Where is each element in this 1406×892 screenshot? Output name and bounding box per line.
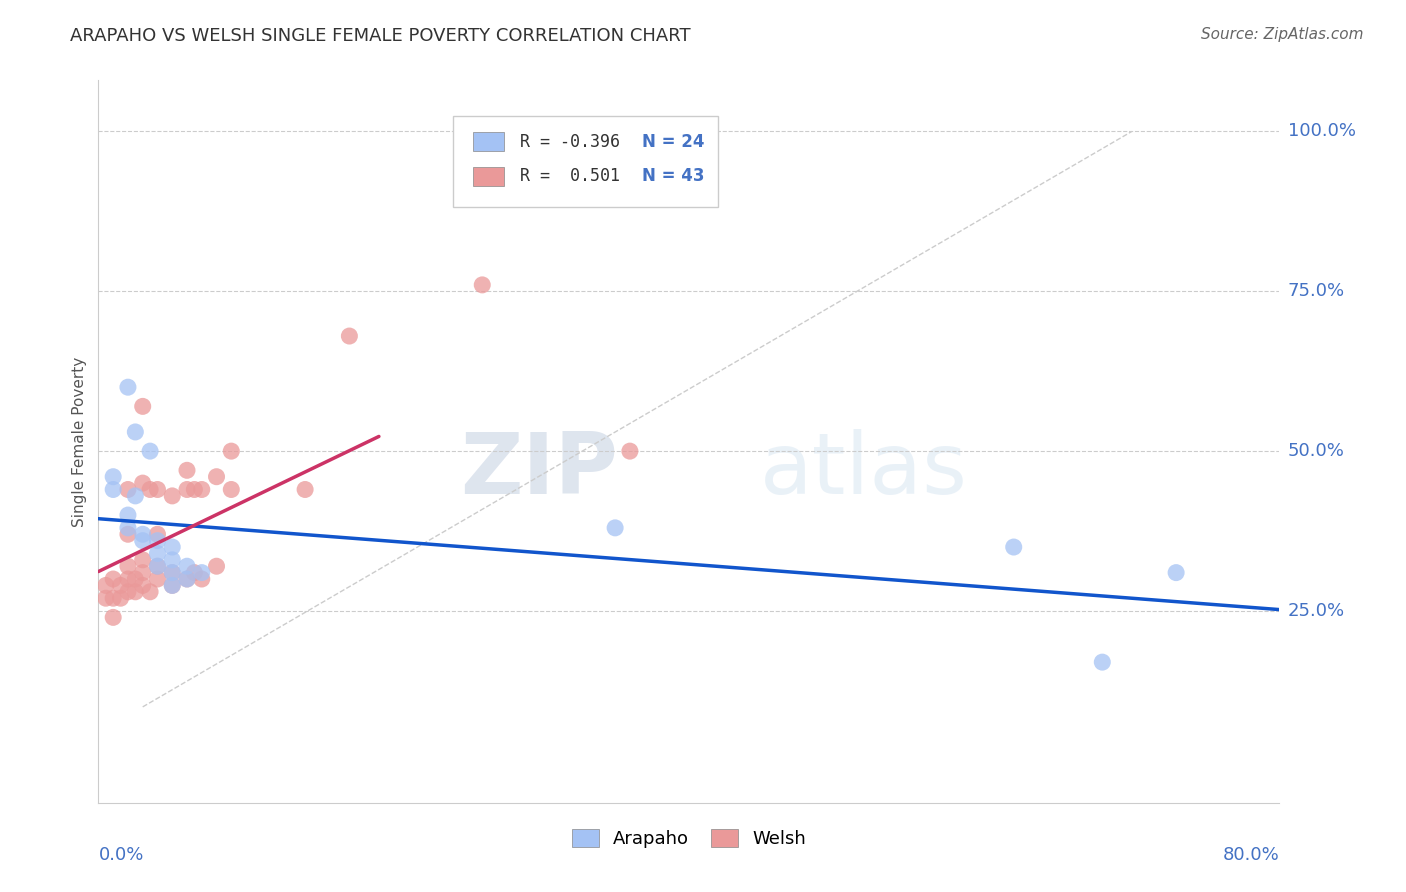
Text: Source: ZipAtlas.com: Source: ZipAtlas.com [1201,27,1364,42]
Point [139,584,162,599]
Point [205,469,228,483]
Point [94,578,117,592]
FancyBboxPatch shape [472,132,503,151]
Point [176,572,198,586]
Point [221,444,243,458]
Point [132,578,155,592]
Point [471,277,494,292]
Text: atlas: atlas [759,429,967,512]
Point [605,521,627,535]
Point [117,527,139,541]
Point [110,591,132,606]
Point [132,527,155,541]
Point [132,566,155,580]
Text: N = 24: N = 24 [641,133,704,151]
Point [205,559,228,574]
Point [176,483,198,497]
Point [132,476,155,491]
Point [117,380,139,394]
Text: 80.0%: 80.0% [1223,847,1279,864]
Point [1002,540,1025,554]
Point [117,584,139,599]
Point [124,572,146,586]
Point [117,559,139,574]
Point [1091,655,1114,669]
Text: 100.0%: 100.0% [1288,122,1355,140]
Point [176,572,198,586]
Point [162,578,183,592]
Point [132,533,155,548]
Point [162,578,183,592]
Legend: Arapaho, Welsh: Arapaho, Welsh [564,822,814,855]
Text: R =  0.501: R = 0.501 [520,168,620,186]
Point [103,610,125,624]
Point [146,483,169,497]
Point [146,546,169,560]
Text: 0.0%: 0.0% [98,847,143,864]
Point [191,483,214,497]
Text: R = -0.396: R = -0.396 [520,133,620,151]
Text: 25.0%: 25.0% [1288,602,1346,620]
Point [110,578,132,592]
Point [146,559,169,574]
Point [183,566,205,580]
Point [132,400,155,414]
Point [117,508,139,522]
Point [162,553,183,567]
FancyBboxPatch shape [453,117,718,207]
Point [221,483,243,497]
Point [339,329,361,343]
Point [139,483,162,497]
Point [162,566,183,580]
Point [162,566,183,580]
Text: ZIP: ZIP [460,429,619,512]
Y-axis label: Single Female Poverty: Single Female Poverty [72,357,87,526]
Point [191,566,214,580]
Point [117,483,139,497]
Point [294,483,316,497]
Point [117,572,139,586]
Point [1166,566,1188,580]
Point [124,584,146,599]
Point [124,489,146,503]
Point [132,553,155,567]
Point [176,463,198,477]
Point [176,559,198,574]
Text: ARAPAHO VS WELSH SINGLE FEMALE POVERTY CORRELATION CHART: ARAPAHO VS WELSH SINGLE FEMALE POVERTY C… [70,27,690,45]
FancyBboxPatch shape [472,167,503,186]
Point [124,425,146,439]
Point [619,444,641,458]
Text: N = 43: N = 43 [641,168,704,186]
Point [139,444,162,458]
Point [103,469,125,483]
Point [146,559,169,574]
Point [117,521,139,535]
Point [146,527,169,541]
Point [103,572,125,586]
Point [94,591,117,606]
Point [191,572,214,586]
Point [103,483,125,497]
Point [162,489,183,503]
Point [146,572,169,586]
Text: 75.0%: 75.0% [1288,282,1346,301]
Point [103,591,125,606]
Point [162,540,183,554]
Text: 50.0%: 50.0% [1288,442,1344,460]
Point [146,533,169,548]
Point [183,483,205,497]
